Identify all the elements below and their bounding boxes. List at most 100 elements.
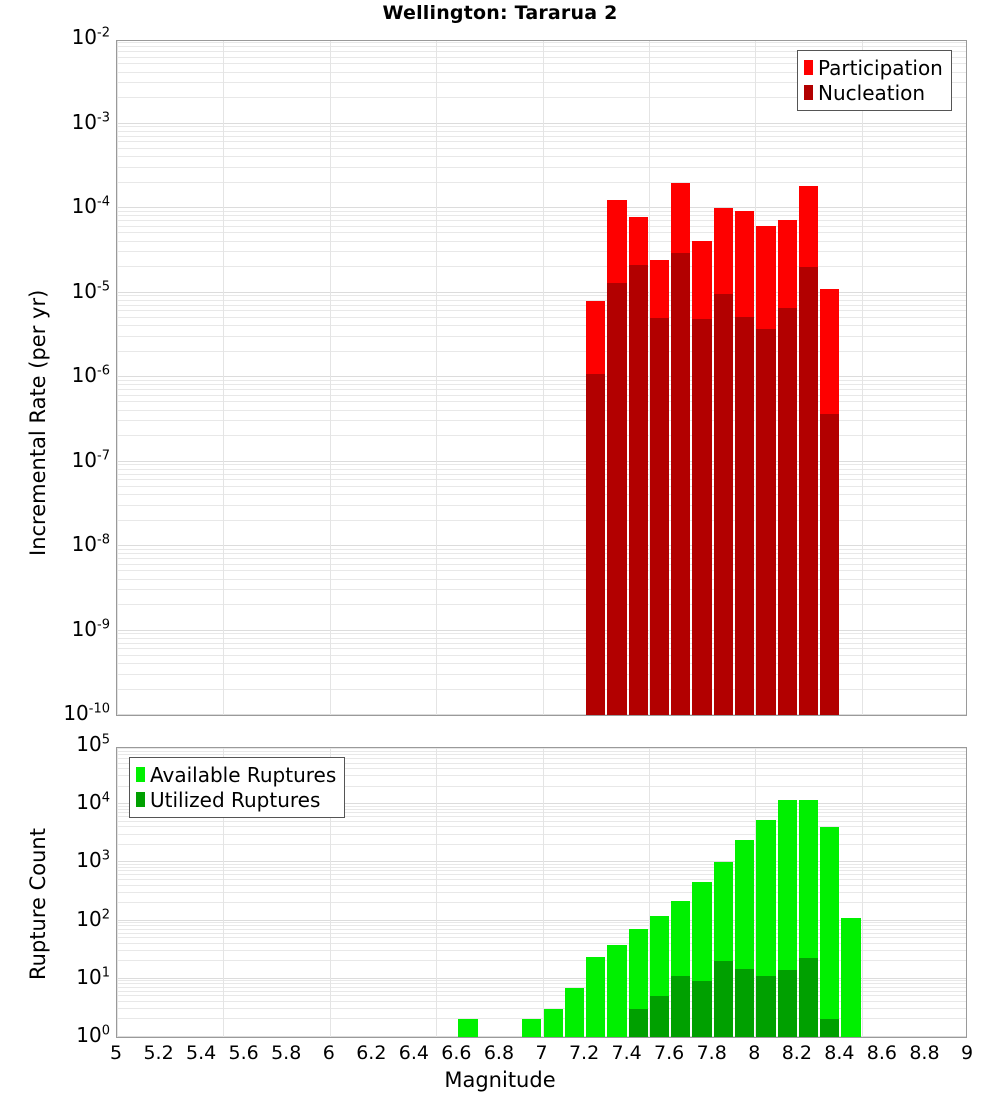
gridline-horizontal bbox=[117, 147, 966, 149]
legend-item-participation[interactable]: Participation bbox=[804, 55, 943, 80]
gridline-horizontal bbox=[117, 435, 966, 437]
gridline-horizontal bbox=[117, 928, 966, 930]
gridline-horizontal bbox=[117, 41, 966, 43]
x-tick-label: 6.4 bbox=[398, 1042, 429, 1064]
y-tick-label: 10-6 bbox=[71, 363, 110, 387]
top-y-axis-label: Incremental Rate (per yr) bbox=[26, 289, 50, 556]
gridline-horizontal bbox=[117, 870, 966, 872]
gridline-horizontal bbox=[117, 714, 966, 715]
x-tick-label: 9 bbox=[960, 1042, 974, 1064]
x-tick-label: 7 bbox=[535, 1042, 548, 1064]
page-title: Wellington: Tararua 2 bbox=[382, 2, 618, 24]
gridline-horizontal bbox=[117, 97, 966, 99]
gridline-horizontal bbox=[117, 878, 966, 880]
available-ruptures-swatch-icon bbox=[136, 767, 145, 782]
gridline-vertical bbox=[117, 748, 118, 1037]
gridline-horizontal bbox=[117, 207, 966, 208]
x-tick-label: 6.2 bbox=[356, 1042, 387, 1064]
gridline-horizontal bbox=[117, 468, 966, 470]
x-tick-label: 8 bbox=[748, 1042, 761, 1064]
gridline-horizontal bbox=[117, 995, 966, 997]
gridline-horizontal bbox=[117, 820, 966, 822]
gridline-horizontal bbox=[117, 46, 966, 48]
y-tick-label: 10-4 bbox=[71, 194, 110, 218]
gridline-horizontal bbox=[117, 663, 966, 665]
gridline-horizontal bbox=[117, 225, 966, 227]
gridline-horizontal bbox=[117, 295, 966, 297]
gridline-horizontal bbox=[117, 71, 966, 73]
y-tick-label: 104 bbox=[76, 790, 110, 815]
gridline-horizontal bbox=[117, 812, 966, 814]
gridline-horizontal bbox=[117, 990, 966, 992]
gridline-vertical bbox=[223, 748, 225, 1037]
y-tick-label: 10-3 bbox=[71, 109, 110, 134]
x-tick-label: 5.6 bbox=[228, 1042, 259, 1064]
gridline-horizontal bbox=[117, 902, 966, 904]
gridline-horizontal bbox=[117, 980, 966, 982]
gridline-horizontal bbox=[117, 861, 966, 863]
gridline-horizontal bbox=[117, 545, 966, 546]
gridline-horizontal bbox=[117, 816, 966, 818]
gridline-horizontal bbox=[117, 304, 966, 306]
gridline-vertical bbox=[117, 41, 118, 715]
y-tick-label: 10-8 bbox=[71, 532, 110, 556]
legend-incremental-rate: Participation Nucleation bbox=[797, 50, 952, 111]
gridline-horizontal bbox=[117, 135, 966, 137]
gridline-horizontal bbox=[117, 1036, 966, 1037]
gridline-horizontal bbox=[117, 299, 966, 301]
x-tick-label: 5.8 bbox=[271, 1042, 302, 1064]
gridline-horizontal bbox=[117, 126, 966, 128]
gridline-horizontal bbox=[117, 762, 966, 764]
legend-label-available-ruptures: Available Ruptures bbox=[150, 762, 337, 787]
gridline-horizontal bbox=[117, 754, 966, 756]
incremental-rate-plot-area bbox=[116, 40, 967, 716]
legend-rupture-count: Available Ruptures Utilized Ruptures bbox=[129, 757, 346, 818]
legend-item-utilized-ruptures[interactable]: Utilized Ruptures bbox=[136, 787, 336, 812]
gridline-horizontal bbox=[117, 1000, 966, 1002]
gridline-horizontal bbox=[117, 983, 966, 985]
gridline-horizontal bbox=[117, 891, 966, 893]
legend-item-nucleation[interactable]: Nucleation bbox=[804, 80, 943, 105]
gridline-horizontal bbox=[117, 563, 966, 565]
gridline-horizontal bbox=[117, 460, 966, 462]
y-tick-label: 10-10 bbox=[63, 701, 110, 725]
gridline-horizontal bbox=[117, 1008, 966, 1010]
gridline-horizontal bbox=[117, 578, 966, 580]
gridline-horizontal bbox=[117, 464, 966, 466]
gridline-horizontal bbox=[117, 884, 966, 886]
gridline-horizontal bbox=[117, 485, 966, 487]
x-tick-label: 7.4 bbox=[611, 1042, 642, 1064]
gridline-horizontal bbox=[117, 633, 966, 635]
gridline-horizontal bbox=[117, 316, 966, 318]
gridline-horizontal bbox=[117, 473, 966, 475]
gridline-horizontal bbox=[117, 394, 966, 396]
x-tick-label: 7.2 bbox=[568, 1042, 600, 1064]
gridline-vertical bbox=[755, 748, 757, 1037]
participation-swatch-icon bbox=[804, 60, 813, 75]
gridline-horizontal bbox=[117, 833, 966, 835]
x-tick-label: 6.6 bbox=[441, 1042, 472, 1064]
gridline-horizontal bbox=[117, 688, 966, 690]
gridline-horizontal bbox=[117, 130, 966, 132]
gridline-vertical bbox=[223, 41, 225, 715]
x-tick-label: 5.4 bbox=[185, 1042, 217, 1064]
gridline-horizontal bbox=[117, 240, 966, 242]
gridline-horizontal bbox=[117, 864, 966, 866]
gridline-horizontal bbox=[117, 932, 966, 934]
x-tick-label: 7.8 bbox=[696, 1042, 727, 1064]
nucleation-swatch-icon bbox=[804, 85, 813, 100]
gridline-vertical bbox=[329, 748, 331, 1037]
gridline-horizontal bbox=[117, 589, 966, 591]
gridline-horizontal bbox=[117, 922, 966, 924]
x-tick-label: 8.8 bbox=[909, 1042, 940, 1064]
bottom-gridlines bbox=[117, 748, 966, 1037]
legend-item-available-ruptures[interactable]: Available Ruptures bbox=[136, 762, 336, 787]
gridline-horizontal bbox=[117, 977, 966, 979]
gridline-horizontal bbox=[117, 51, 966, 53]
gridline-vertical bbox=[542, 748, 544, 1037]
gridline-horizontal bbox=[117, 379, 966, 381]
gridline-horizontal bbox=[117, 942, 966, 944]
gridline-vertical bbox=[329, 41, 331, 715]
legend-label-nucleation: Nucleation bbox=[818, 80, 926, 105]
